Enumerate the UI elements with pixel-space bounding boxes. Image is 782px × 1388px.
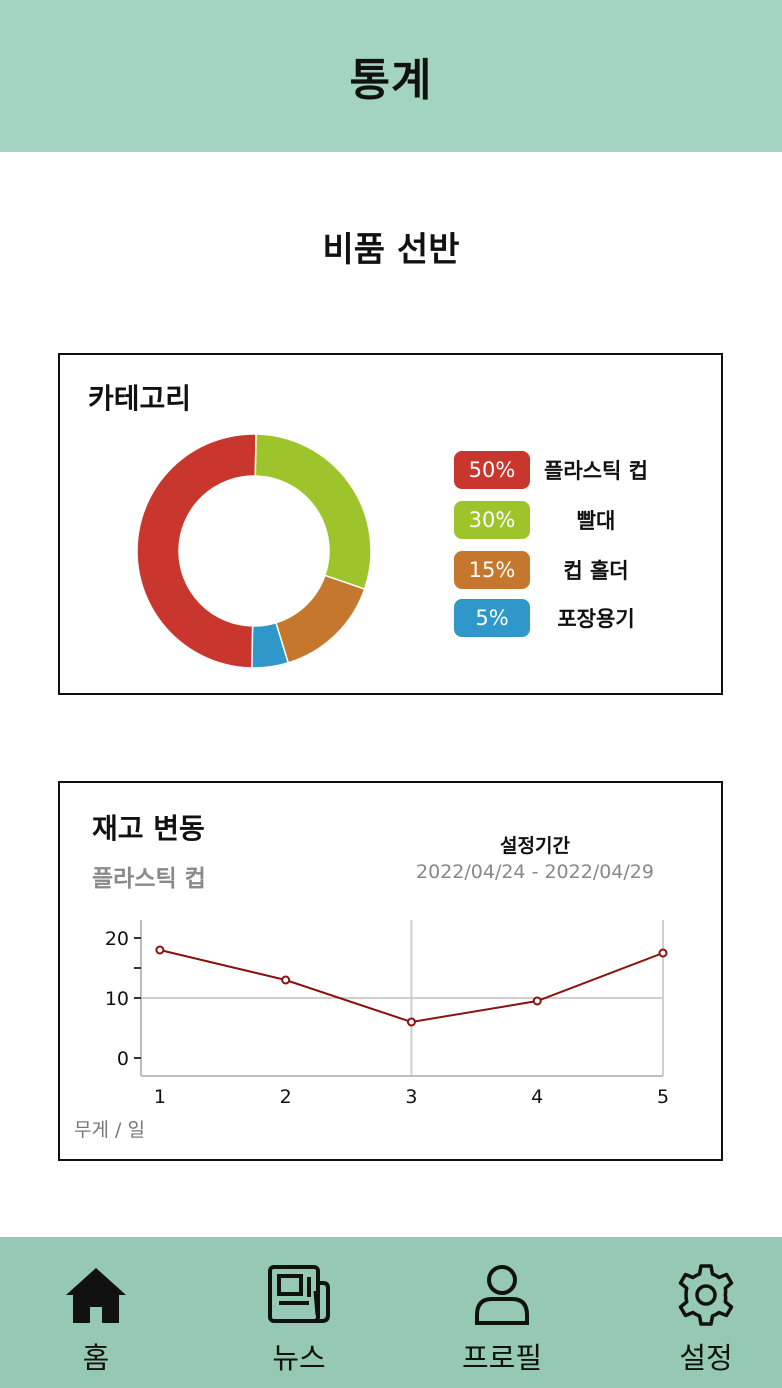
legend-label: 컵 홀더: [563, 559, 629, 583]
period-range[interactable]: 2022/04/24 - 2022/04/29: [416, 861, 654, 883]
x-tick-label: 2: [280, 1086, 292, 1108]
data-point: [406, 1017, 416, 1027]
legend-label: 빨대: [576, 509, 616, 533]
legend-item: 5% 포장용기: [454, 599, 662, 637]
data-point: [281, 975, 291, 985]
data-point: [532, 996, 542, 1006]
period-label[interactable]: 설정기간: [500, 835, 570, 857]
x-tick-label: 3: [405, 1086, 417, 1108]
legend-item: 15% 컵 홀더: [454, 551, 662, 589]
gear-icon: [678, 1264, 734, 1326]
legend-badge: 50%: [454, 451, 530, 489]
nav-home[interactable]: 홈: [26, 1237, 166, 1388]
nav-profile-label: 프로필: [461, 1341, 543, 1375]
axis-unit-label: 무게 / 일: [74, 1119, 145, 1141]
y-tick-label: 0: [117, 1048, 129, 1070]
stock-item-name: 플라스틱 컵: [92, 866, 206, 892]
legend-badge: 15%: [454, 551, 530, 589]
legend-badge: 5%: [454, 599, 530, 637]
category-donut-chart: [136, 433, 372, 669]
x-tick-label: 5: [657, 1086, 669, 1108]
nav-settings[interactable]: 설정: [636, 1237, 776, 1388]
stock-line-chart: 0 10 20 1 2 3 4 5: [105, 920, 669, 1108]
page-title: 통계: [349, 55, 433, 106]
y-tick-label: 20: [105, 928, 129, 950]
profile-icon: [475, 1265, 529, 1325]
stock-card: 재고 변동 플라스틱 컵 설정기간 2022/04/24 - 2022/04/2…: [58, 781, 723, 1161]
news-icon: [268, 1265, 330, 1323]
x-tick-label: 4: [531, 1086, 543, 1108]
legend-label: 포장용기: [557, 607, 635, 631]
x-tick-label: 1: [154, 1086, 166, 1108]
nav-settings-label: 설정: [679, 1341, 733, 1375]
legend-item: 30% 빨대: [454, 501, 662, 539]
donut-slice: [136, 433, 257, 669]
app-header: 통계: [0, 0, 782, 152]
y-tick-label: 10: [105, 988, 129, 1010]
stock-card-title: 재고 변동: [92, 812, 205, 845]
section-title: 비품 선반: [322, 230, 460, 270]
bottom-nav: 홈 뉴스 프로필 설정: [0, 1237, 782, 1388]
nav-profile[interactable]: 프로필: [432, 1237, 572, 1388]
data-point: [658, 948, 668, 958]
donut-slice: [274, 574, 366, 664]
legend-label: 플라스틱 컵: [544, 459, 648, 483]
donut-slice: [254, 433, 372, 591]
home-icon: [66, 1268, 126, 1323]
donut-slice: [251, 621, 290, 669]
category-card-title: 카테고리: [88, 382, 192, 415]
legend-badge: 30%: [454, 501, 530, 539]
nav-home-label: 홈: [82, 1341, 110, 1375]
nav-news-label: 뉴스: [272, 1341, 326, 1375]
legend-item: 50% 플라스틱 컵: [454, 451, 662, 489]
data-point: [155, 945, 165, 955]
category-card: 카테고리 50% 플라스틱 컵 30% 빨대 15% 컵 홀더 5% 포장용기: [58, 353, 723, 695]
nav-news[interactable]: 뉴스: [229, 1237, 369, 1388]
